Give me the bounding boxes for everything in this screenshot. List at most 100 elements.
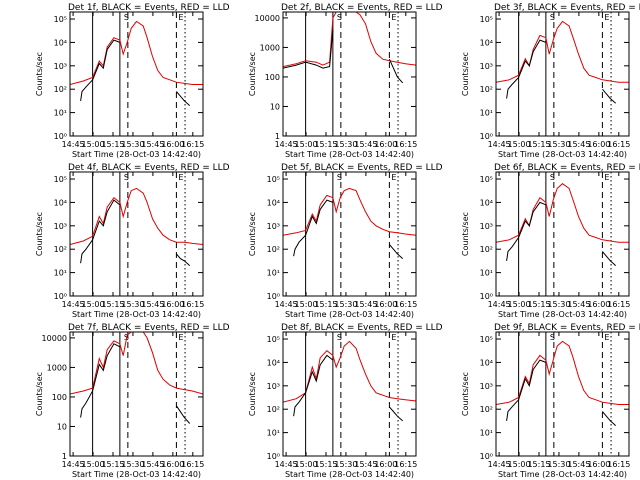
y-tick-label: 1 (275, 132, 280, 141)
panel-frame (282, 171, 417, 297)
panel-title: Det 2f, BLACK = Events, RED = LLD (281, 3, 443, 13)
marker-label-e: E (178, 173, 183, 182)
y-tick-label: 10⁴ (267, 358, 280, 367)
y-axis-label: Counts/sec (35, 212, 44, 256)
x-tick-label: 15:30 (547, 460, 570, 469)
y-tick-label: 10⁴ (480, 38, 493, 47)
panel-title: Det 5f, BLACK = Events, RED = LLD (281, 163, 443, 173)
y-tick-label: 100 (52, 393, 67, 402)
y-tick-label: 10³ (54, 62, 67, 71)
x-tick-label: 15:15 (101, 140, 124, 149)
y-tick-label: 10⁵ (267, 175, 280, 184)
x-tick-label: 15:00 (82, 140, 105, 149)
series-lld (283, 12, 416, 68)
x-tick-label: 16:15 (394, 300, 417, 309)
panel-frame (69, 171, 204, 297)
series-events-post (175, 405, 191, 424)
y-tick-label: 10 (270, 102, 280, 111)
marker-label-s: S (124, 173, 129, 182)
x-tick-label: 15:30 (334, 140, 357, 149)
x-tick-label: 16:00 (374, 140, 397, 149)
x-tick-label: 16:00 (587, 140, 610, 149)
series-events (506, 359, 547, 421)
x-tick-label: 15:30 (121, 300, 144, 309)
x-tick-label: 16:15 (181, 460, 204, 469)
x-tick-label: 16:00 (587, 300, 610, 309)
x-tick-label: 14:45 (275, 300, 298, 309)
x-tick-label: 15:45 (567, 300, 590, 309)
x-tick-label: 15:30 (334, 460, 357, 469)
series-lld (70, 20, 203, 85)
x-tick-label: 16:00 (161, 300, 184, 309)
y-tick-label: 10¹ (54, 109, 67, 118)
y-tick-label: 10³ (480, 222, 493, 231)
marker-label-e: E (391, 173, 396, 182)
x-tick-label: 16:15 (394, 460, 417, 469)
y-tick-label: 10² (480, 405, 493, 414)
panel-title: Det 6f, BLACK = Events, RED = LLD (494, 163, 640, 173)
marker-label-e: E (391, 13, 396, 22)
x-axis-label: Start Time (28-Oct-03 14:42:40) (498, 470, 627, 479)
x-axis-label: Start Time (28-Oct-03 14:42:40) (285, 470, 414, 479)
x-tick-label: 15:00 (508, 460, 531, 469)
marker-label-e: E (178, 333, 183, 342)
x-tick-label: 15:15 (314, 300, 337, 309)
y-tick-label: 10³ (54, 222, 67, 231)
x-tick-label: 15:45 (354, 300, 377, 309)
x-tick-label: 15:30 (334, 300, 357, 309)
y-tick-label: 1000 (260, 43, 280, 52)
x-tick-label: 14:45 (488, 300, 511, 309)
series-events (80, 343, 121, 418)
series-lld (283, 340, 416, 403)
series-events-post (389, 406, 404, 422)
x-tick-label: 15:30 (547, 140, 570, 149)
series-events-post (602, 411, 617, 426)
series-events (506, 201, 547, 261)
panel-frame (282, 331, 417, 457)
marker-label-s: S (337, 333, 342, 342)
x-axis-label: Start Time (28-Oct-03 14:42:40) (285, 310, 414, 319)
x-tick-label: 15:30 (547, 300, 570, 309)
y-tick-label: 10³ (480, 62, 493, 71)
x-tick-label: 15:00 (295, 300, 318, 309)
series-lld (70, 332, 203, 395)
x-tick-label: 16:15 (394, 140, 417, 149)
y-tick-label: 10⁴ (54, 198, 67, 207)
y-tick-label: 10⁰ (480, 452, 493, 461)
panel-title: Det 7f, BLACK = Events, RED = LLD (68, 323, 230, 333)
y-tick-label: 10⁴ (267, 198, 280, 207)
panel-frame (282, 11, 417, 137)
panel-frame (495, 331, 630, 457)
y-tick-label: 10⁴ (480, 198, 493, 207)
y-axis-label: Counts/sec (35, 372, 44, 416)
x-tick-label: 15:45 (354, 140, 377, 149)
x-tick-label: 15:15 (314, 140, 337, 149)
series-lld (496, 340, 629, 405)
x-tick-label: 16:00 (374, 460, 397, 469)
x-tick-label: 15:45 (141, 300, 164, 309)
panel-title: Det 1f, BLACK = Events, RED = LLD (68, 3, 230, 13)
y-tick-label: 10² (267, 245, 280, 254)
y-tick-label: 10² (54, 245, 67, 254)
series-events-post (389, 244, 404, 259)
marker-label-s: S (550, 173, 555, 182)
y-tick-label: 10⁵ (480, 335, 493, 344)
x-tick-label: 16:15 (181, 140, 204, 149)
y-tick-label: 10² (54, 85, 67, 94)
x-axis-label: Start Time (28-Oct-03 14:42:40) (72, 150, 201, 159)
x-tick-label: 15:00 (295, 460, 318, 469)
y-tick-label: 10000 (42, 334, 67, 343)
series-lld (283, 187, 416, 236)
panel-frame (69, 11, 204, 137)
series-lld (496, 20, 629, 83)
y-axis-label: Counts/sec (35, 52, 44, 96)
x-tick-label: 15:15 (527, 300, 550, 309)
y-axis-label: Counts/sec (248, 212, 257, 256)
series-lld (496, 183, 629, 243)
y-tick-label: 10¹ (267, 429, 280, 438)
